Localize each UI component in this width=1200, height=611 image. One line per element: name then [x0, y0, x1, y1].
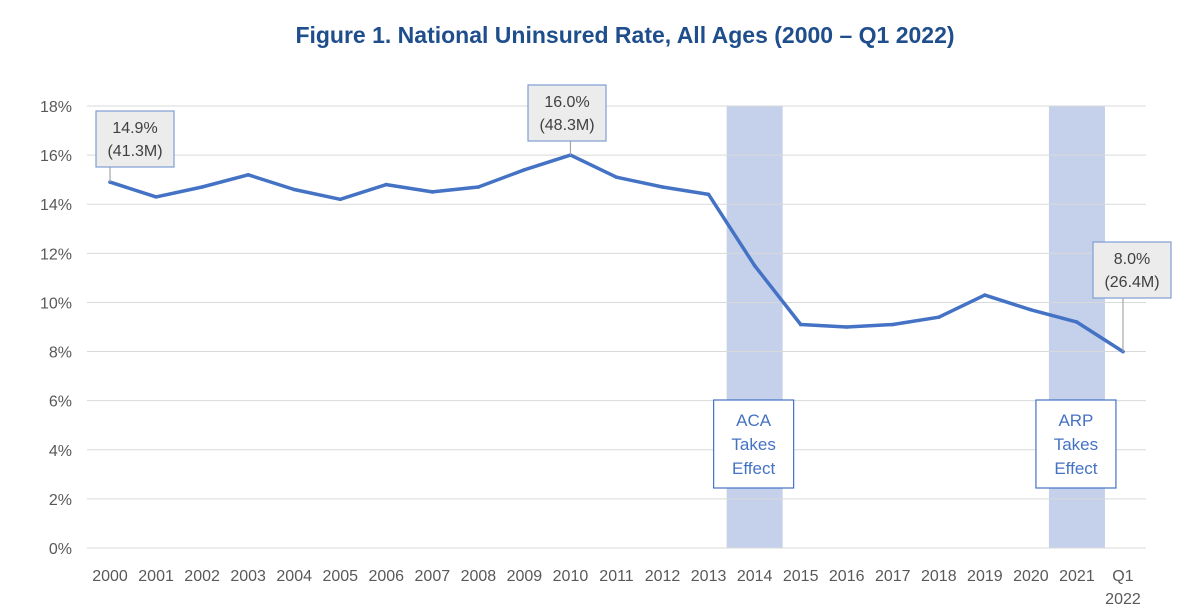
callout-text: 16.0% (48.3M): [539, 94, 594, 134]
data-point: [384, 182, 389, 187]
band-label-text: ACA Takes Effect: [731, 411, 775, 478]
y-tick-label: 0%: [49, 541, 72, 558]
data-point: [706, 192, 711, 197]
data-point: [292, 187, 296, 192]
x-tick-label: 2016: [829, 568, 865, 585]
x-tick-label: 2020: [1013, 568, 1049, 585]
y-tick-label: 18%: [40, 99, 72, 116]
data-point: [154, 195, 158, 199]
x-tick-label: 2017: [875, 568, 911, 585]
band-label-box: [713, 399, 795, 489]
x-tick-label: 2001: [138, 568, 174, 585]
data-point: [937, 315, 941, 319]
band-label-text: ARP Takes Effect: [1054, 411, 1098, 478]
data-point: [798, 322, 803, 327]
data-point: [430, 190, 435, 194]
callout-text: 8.0% (26.4M): [1104, 251, 1159, 291]
x-tick-label: 2012: [645, 568, 681, 585]
x-tick-label: 2007: [415, 568, 451, 585]
data-point: [614, 175, 619, 180]
callout-text: 14.9% (41.3M): [107, 120, 162, 160]
data-point: [1029, 308, 1033, 312]
data-point: [522, 168, 527, 172]
y-tick-label: 10%: [40, 295, 72, 312]
y-tick-label: 6%: [49, 394, 72, 411]
y-tick-label: 8%: [49, 345, 72, 362]
y-tick-label: 14%: [40, 197, 72, 214]
callout-box: [1092, 241, 1172, 299]
x-tick-label: 2014: [737, 568, 773, 585]
data-point: [246, 172, 250, 177]
y-tick-label: 12%: [40, 246, 72, 263]
x-tick-label: 2003: [230, 568, 266, 585]
y-tick-label: 2%: [49, 492, 72, 509]
data-point: [476, 185, 481, 189]
data-point: [1075, 320, 1079, 324]
x-tick-label: 2004: [276, 568, 312, 585]
chart-title: Figure 1. National Uninsured Rate, All A…: [295, 22, 955, 48]
data-point: [200, 185, 204, 189]
data-point: [983, 293, 987, 297]
callout-box: [527, 84, 607, 142]
band-label-box: [1035, 399, 1117, 489]
x-tick-label: 2011: [599, 568, 634, 585]
x-tick-label: 2002: [184, 568, 220, 585]
data-point: [660, 185, 665, 189]
x-tick-label: 2013: [691, 568, 727, 585]
data-point: [338, 197, 343, 202]
x-tick-label: 2015: [783, 568, 819, 585]
x-tick-label: 2009: [507, 568, 543, 585]
y-tick-label: 4%: [49, 443, 72, 460]
x-tick-label: 2008: [461, 568, 497, 585]
data-point: [890, 322, 895, 327]
callout-box: [95, 110, 175, 168]
x-tick-label: 2010: [553, 568, 589, 585]
x-tick-label: 2019: [967, 568, 1003, 585]
data-point: [752, 263, 757, 268]
x-tick-label: 2005: [322, 568, 358, 585]
x-tick-label: Q1 2022: [1105, 568, 1141, 608]
x-tick-label: 2018: [921, 568, 957, 585]
x-tick-label: 2021: [1059, 568, 1095, 585]
y-tick-label: 16%: [40, 148, 72, 165]
x-tick-label: 2006: [368, 568, 404, 585]
data-point: [844, 325, 849, 329]
x-tick-label: 2000: [92, 568, 128, 585]
